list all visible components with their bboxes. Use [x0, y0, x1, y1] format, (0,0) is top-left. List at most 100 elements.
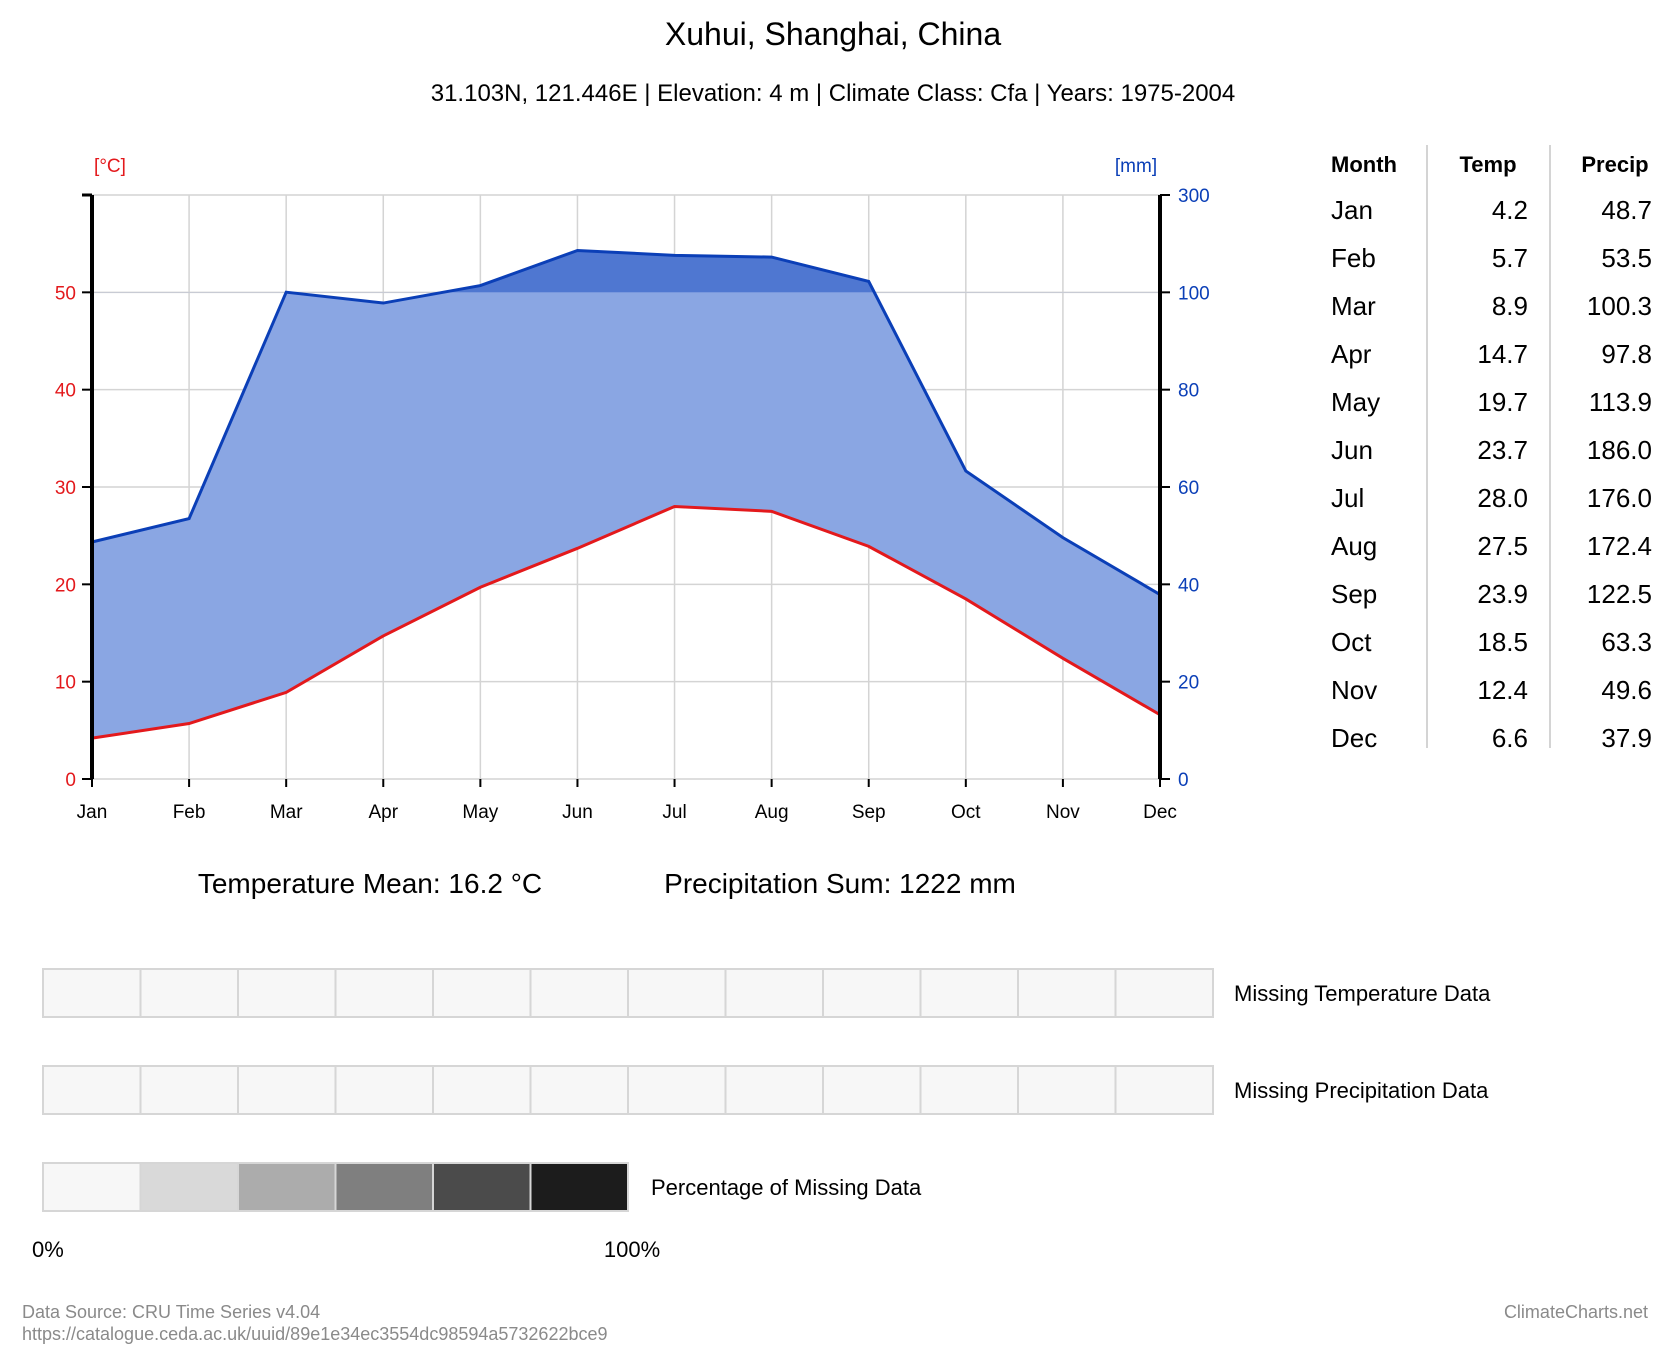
missing-precip-cell	[627, 1065, 727, 1115]
table-cell: 27.5	[1477, 531, 1528, 561]
x-tick-label: Apr	[368, 802, 398, 823]
precip-tick-label: 300	[1178, 186, 1210, 207]
missing-precip-cell	[42, 1065, 142, 1115]
table-cell: 53.5	[1601, 243, 1652, 273]
x-tick-label: Aug	[755, 802, 789, 823]
x-tick-label: May	[462, 802, 498, 823]
scale-swatch	[237, 1162, 337, 1212]
missing-precip-cell	[334, 1065, 434, 1115]
missing-precip-cell	[1017, 1065, 1117, 1115]
climate-table: Month Temp Precip Jan 4.2 48.7 Feb 5.7 53.5 Mar 8.…	[1331, 145, 1652, 753]
table-cell: 176.0	[1587, 483, 1652, 513]
table-cell: 8.9	[1492, 291, 1528, 321]
missing-temp-cell	[919, 968, 1019, 1018]
missing-temperature-label: Missing Temperature Data	[1234, 981, 1491, 1006]
scale-swatch	[432, 1162, 532, 1212]
precip-surplus-area	[92, 250, 1160, 739]
scale-swatch	[42, 1162, 142, 1212]
temp-tick-label: 10	[55, 673, 76, 694]
precip-tick-label: 80	[1178, 381, 1199, 402]
table-cell: 113.9	[1589, 387, 1652, 417]
table-cell: Jan	[1331, 195, 1373, 225]
table-cell: 19.7	[1477, 387, 1528, 417]
missing-precip-cell	[529, 1065, 629, 1115]
table-cell: Jun	[1331, 435, 1373, 465]
precip-axis-ticks: 0 20 40 60 80 100 300	[1160, 186, 1210, 791]
missing-temp-cell	[1114, 968, 1214, 1018]
table-cell: Oct	[1331, 627, 1372, 657]
precip-fill-area	[92, 250, 1160, 739]
missing-precipitation-bar	[42, 1065, 1214, 1115]
table-cell: 28.0	[1477, 483, 1528, 513]
table-cell: 97.8	[1601, 339, 1652, 369]
temp-tick-label: 40	[55, 381, 76, 402]
table-cell: 23.9	[1477, 579, 1528, 609]
missing-precip-cell	[432, 1065, 532, 1115]
x-tick-label: Dec	[1143, 802, 1177, 823]
temp-axis-unit: [°C]	[94, 156, 126, 177]
x-axis-ticks: Jan Feb Mar Apr May Jun Jul Aug Sep Oct Nov Dec	[77, 779, 1177, 823]
table-cell: 14.7	[1477, 339, 1528, 369]
precip-tick-label: 0	[1178, 770, 1189, 791]
missing-precip-cell	[919, 1065, 1019, 1115]
precip-line	[91, 248, 1161, 596]
table-cell: 5.7	[1492, 243, 1528, 273]
missing-precipitation-label: Missing Precipitation Data	[1234, 1078, 1489, 1103]
precip-axis-unit: [mm]	[1115, 156, 1157, 177]
missing-precip-cell	[237, 1065, 337, 1115]
x-tick-label: Sep	[852, 802, 886, 823]
precip-tick-label: 40	[1178, 575, 1199, 596]
table-cell: Feb	[1331, 243, 1376, 273]
temp-tick-label: 20	[55, 575, 76, 596]
table-cell: 48.7	[1601, 195, 1652, 225]
missing-precip-cell	[139, 1065, 239, 1115]
x-tick-label: Nov	[1046, 802, 1080, 823]
missing-temp-cell	[529, 968, 629, 1018]
table-cell: Mar	[1331, 291, 1376, 321]
table-cell: 12.4	[1477, 675, 1528, 705]
table-cell: 18.5	[1477, 627, 1528, 657]
temp-line	[91, 504, 1161, 740]
missing-temp-cell	[1017, 968, 1117, 1018]
temperature-mean: Temperature Mean: 16.2 °C	[198, 868, 542, 899]
table-cell: 23.7	[1477, 435, 1528, 465]
missing-temp-cell	[822, 968, 922, 1018]
table-cell: 100.3	[1587, 291, 1652, 321]
table-cell: Nov	[1331, 675, 1377, 705]
table-cell: 6.6	[1492, 723, 1528, 753]
table-cell: 37.9	[1601, 723, 1652, 753]
x-tick-label: Jan	[77, 802, 108, 823]
missing-precip-cell	[822, 1065, 922, 1115]
table-cell: May	[1331, 387, 1380, 417]
missing-temp-cell	[334, 968, 434, 1018]
missing-percentage-scale	[42, 1162, 629, 1212]
temp-tick-label: 30	[55, 478, 76, 499]
chart-subtitle: 31.103N, 121.446E | Elevation: 4 m | Cli…	[431, 80, 1236, 107]
precip-excess-area	[92, 250, 1160, 293]
missing-temp-cell	[237, 968, 337, 1018]
table-cell: 186.0	[1587, 435, 1652, 465]
data-source-line2: https://catalogue.ceda.ac.uk/uuid/89e1e3…	[22, 1324, 608, 1344]
table-cell: Jul	[1331, 483, 1364, 513]
missing-temp-cell	[432, 968, 532, 1018]
data-source-line1: Data Source: CRU Time Series v4.04	[22, 1302, 320, 1322]
missing-temperature-bar	[42, 968, 1214, 1018]
table-cell: 49.6	[1601, 675, 1652, 705]
scale-swatch	[334, 1162, 434, 1212]
temp-tick-label: 0	[65, 770, 76, 791]
table-cell: 122.5	[1587, 579, 1652, 609]
table-cell: Sep	[1331, 579, 1377, 609]
scale-swatch	[529, 1162, 629, 1212]
table-cell: Aug	[1331, 531, 1377, 561]
scale-min-label: 0%	[32, 1237, 64, 1262]
missing-percentage-label: Percentage of Missing Data	[651, 1175, 922, 1200]
chart-lines	[91, 248, 1161, 740]
precip-tick-label: 20	[1178, 673, 1199, 694]
table-cell: 63.3	[1601, 627, 1652, 657]
table-cell: Apr	[1331, 339, 1372, 369]
temp-tick-label: 50	[55, 283, 76, 304]
missing-temp-cell	[627, 968, 727, 1018]
table-header-temp: Temp	[1459, 152, 1516, 177]
missing-precip-cell	[724, 1065, 824, 1115]
